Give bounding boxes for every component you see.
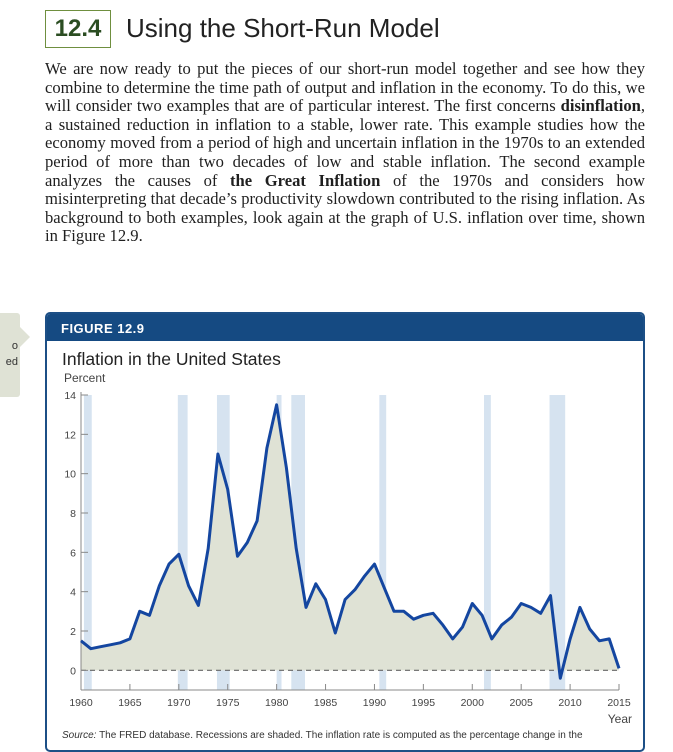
x-tick-label: 2005 (510, 697, 534, 709)
x-tick-label: 1990 (363, 697, 387, 709)
x-tick-label: 1995 (412, 697, 436, 709)
recession-band-2 (177, 395, 188, 690)
body-text-part-2: , a sustained reduction in inflation to … (45, 96, 645, 190)
margin-note-tab[interactable]: o ed (0, 313, 30, 397)
x-tick-label: 2015 (607, 697, 631, 709)
y-tick-label: 2 (70, 626, 76, 638)
figure-source: Source: The FRED database. Recessions ar… (62, 730, 583, 741)
y-tick-label: 6 (70, 547, 76, 559)
x-tick-label: 1970 (167, 697, 191, 709)
y-tick-label: 14 (64, 390, 76, 402)
body-paragraph: We are now ready to put the pieces of ou… (45, 59, 646, 246)
term-great-inflation: the Great Inflation (230, 170, 381, 190)
term-disinflation: disinflation (560, 96, 641, 116)
figure-panel: FIGURE 12.9 Inflation in the United Stat… (45, 312, 645, 752)
x-tick-label: 1985 (314, 697, 338, 709)
x-tick-label: 1965 (118, 697, 142, 709)
x-tick-label: 2010 (558, 697, 582, 709)
margin-note-text-1: o (11, 340, 18, 352)
recession-band-7 (484, 395, 491, 690)
inflation-chart: 0 2 4 6 8 10 12 14 1960 1965 1970 1975 1980 1985 1990… (64, 371, 632, 726)
y-tick-label: 10 (64, 469, 76, 481)
y-tick-label: 0 (70, 665, 76, 677)
source-text: The FRED database. Recessions are shaded… (96, 730, 583, 741)
recession-band-6 (379, 395, 387, 690)
figure-title: Inflation in the United States (62, 349, 281, 369)
x-axis-label: Year (608, 712, 632, 726)
y-tick-label: 8 (70, 508, 76, 520)
body-text-part-1: We are now ready to put the pieces of ou… (45, 59, 645, 116)
x-axis-ticks: 1960 1965 1970 1975 1980 1985 1990 1995 2000 2005… (69, 684, 631, 709)
source-label: Source: (62, 730, 97, 741)
y-axis-label: Percent (64, 371, 106, 385)
y-axis-ticks: 0 2 4 6 8 10 12 14 (64, 390, 88, 677)
inflation-area-fill (81, 404, 619, 679)
y-tick-label: 12 (64, 429, 76, 441)
y-tick-label: 4 (70, 587, 76, 599)
section-number: 12.4 (45, 10, 111, 48)
inflation-series-line (80, 403, 621, 680)
x-tick-label: 1980 (265, 697, 289, 709)
recession-band-1 (83, 395, 92, 690)
section-title: Using the Short-Run Model (126, 13, 440, 43)
body-text-part-3: of the 1970s and considers how misinterp… (45, 170, 646, 246)
x-tick-label: 1975 (216, 697, 240, 709)
margin-note-text-2: ed (5, 356, 18, 368)
x-tick-label: 2000 (461, 697, 485, 709)
figure-label: FIGURE 12.9 (47, 314, 643, 341)
x-tick-label: 1960 (69, 697, 93, 709)
